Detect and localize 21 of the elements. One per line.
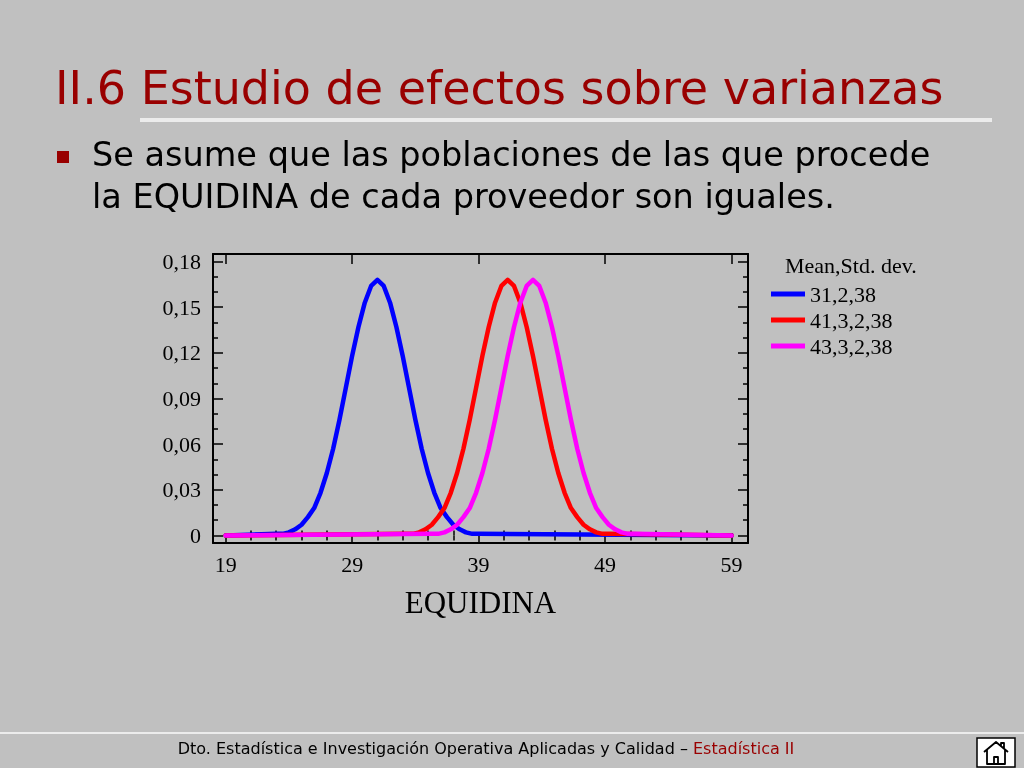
y-tick-label: 0,18 xyxy=(162,249,201,275)
legend-title: Mean,Std. dev. xyxy=(785,252,917,278)
text: Dto. Estadística e Investigación Operativa Aplicadas y Calidad – xyxy=(177,739,688,758)
x-tick-label: 49 xyxy=(594,551,617,577)
x-axis-title: EQUIDINA xyxy=(404,585,557,620)
x-tick-label: 59 xyxy=(720,551,743,577)
legend-label: 43,3,2,38 xyxy=(810,333,893,359)
x-tick-label: 29 xyxy=(341,551,364,577)
y-tick-label: 0,03 xyxy=(162,477,201,503)
chart-title: II.6 Estudio de efectos sobre varianzas xyxy=(55,61,944,115)
y-tick-label: 0,06 xyxy=(162,431,201,457)
legend-label: 31,2,38 xyxy=(810,281,876,307)
y-tick-label: 0,15 xyxy=(162,294,201,320)
legend-label: 41,3,2,38 xyxy=(810,307,893,333)
chart-subtitle: Se asume que las poblaciones de las que procede la EQUIDINA de cada proveedor son iguales. xyxy=(92,134,932,218)
x-tick-label: 39 xyxy=(467,551,490,577)
text: Estadística II xyxy=(691,739,795,758)
y-tick-label: 0,09 xyxy=(162,386,201,411)
y-tick-label: 0 xyxy=(190,522,201,548)
y-tick-label: 0,12 xyxy=(162,340,201,366)
x-tick-label: 19 xyxy=(214,551,237,577)
